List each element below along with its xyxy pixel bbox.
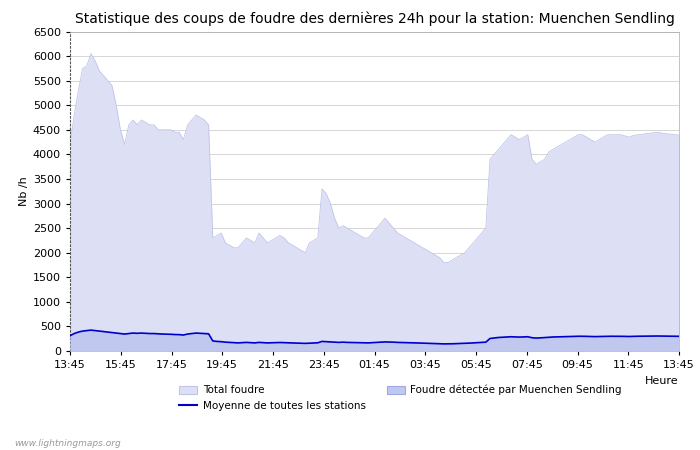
Title: Statistique des coups de foudre des dernières 24h pour la station: Muenchen Send: Statistique des coups de foudre des dern…	[75, 12, 674, 26]
Text: Heure: Heure	[645, 376, 679, 386]
Text: www.lightningmaps.org: www.lightningmaps.org	[14, 439, 120, 448]
Legend: Total foudre, Moyenne de toutes les stations, Foudre détectée par Muenchen Sendl: Total foudre, Moyenne de toutes les stat…	[178, 385, 622, 411]
Y-axis label: Nb /h: Nb /h	[19, 176, 29, 206]
